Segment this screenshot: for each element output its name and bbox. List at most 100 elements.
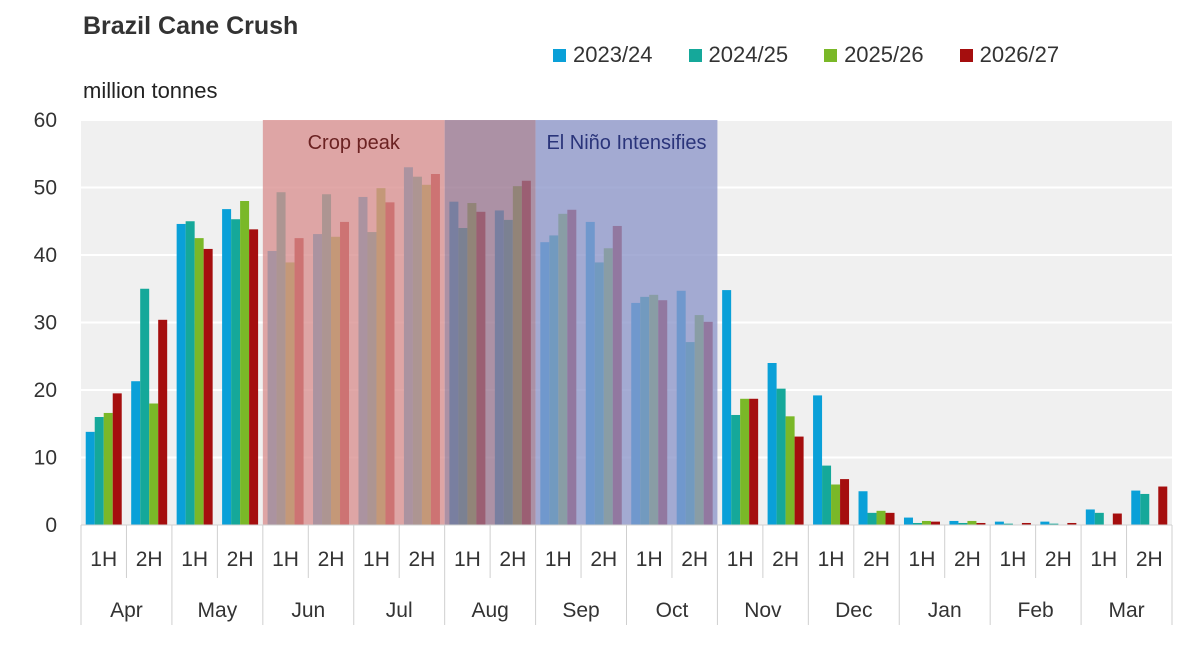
bar-2023-24-apr-2h: [131, 381, 141, 525]
y-tick-label: 20: [34, 379, 57, 402]
x-tick-label-half: 1H: [818, 548, 845, 571]
x-tick-label-half: 2H: [863, 548, 890, 571]
bar-2024-25-apr-2h: [140, 288, 150, 525]
x-tick-label-month: Nov: [744, 599, 782, 622]
x-tick-label-half: 2H: [499, 548, 526, 571]
legend-label: 2024/25: [708, 42, 789, 67]
x-tick-label-half: 1H: [727, 548, 754, 571]
bar-2026-27-jan-1h: [930, 521, 940, 525]
y-tick-label: 10: [34, 447, 57, 470]
x-tick-label-half: 1H: [636, 548, 663, 571]
bar-2024-25-dec-2h: [867, 512, 877, 525]
bar-2024-25-mar-2h: [1140, 493, 1150, 525]
x-tick-label-month: Aug: [471, 599, 508, 622]
x-tick-label-half: 1H: [1090, 548, 1117, 571]
legend-swatch: [824, 48, 838, 62]
bar-2023-24-dec-2h: [858, 491, 868, 525]
x-tick-label-month: Jan: [928, 599, 962, 622]
bar-2023-24-may-2h: [222, 209, 232, 525]
bar-2023-24-nov-1h: [722, 290, 732, 525]
bar-2025-26-nov-2h: [785, 416, 795, 525]
bar-2024-25-nov-2h: [776, 388, 786, 525]
bar-2024-25-may-1h: [185, 221, 195, 525]
bar-2025-26-apr-2h: [149, 403, 159, 525]
x-tick-label-half: 1H: [454, 548, 481, 571]
bar-2023-24-nov-2h: [767, 363, 777, 525]
bar-2023-24-jan-1h: [903, 517, 913, 525]
bar-2023-24-dec-1h: [813, 395, 823, 525]
bar-2026-27-dec-2h: [885, 512, 895, 525]
x-tick-label-half: 2H: [136, 548, 163, 571]
annotation-band-3: [535, 120, 718, 525]
x-tick-label-month: May: [198, 599, 238, 622]
x-tick-label-half: 1H: [272, 548, 299, 571]
legend-swatch: [553, 48, 566, 62]
bar-2026-27-apr-2h: [158, 319, 168, 525]
bar-2026-27-dec-1h: [840, 479, 850, 525]
bar-2025-26-nov-1h: [740, 398, 750, 525]
x-tick-label-half: 2H: [681, 548, 708, 571]
chart-title: Brazil Cane Crush: [83, 12, 299, 40]
x-tick-label-month: Jul: [386, 599, 413, 622]
bar-2025-26-dec-2h: [876, 510, 886, 525]
bar-2024-25-feb-1h: [1003, 523, 1013, 525]
bar-2023-24-mar-2h: [1131, 490, 1141, 525]
bar-2023-24-mar-1h: [1085, 509, 1095, 525]
x-tick-label-half: 1H: [181, 548, 208, 571]
bar-2026-27-apr-1h: [112, 393, 122, 525]
bar-2025-26-jan-1h: [921, 520, 931, 525]
x-tick-label-half: 2H: [227, 548, 254, 571]
bar-2025-26-may-1h: [194, 238, 204, 525]
bar-2026-27-nov-2h: [794, 436, 804, 525]
annotation-label: Crop peak: [308, 132, 401, 154]
bar-2024-25-jan-1h: [912, 522, 922, 525]
bar-2024-25-dec-1h: [822, 465, 832, 525]
bar-2024-25-may-2h: [231, 219, 241, 525]
annotation-band-2: [444, 120, 536, 525]
bar-2026-27-may-2h: [249, 229, 259, 525]
annotation-band-1: [262, 120, 445, 525]
bar-2023-24-feb-2h: [1040, 521, 1050, 525]
bar-2023-24-jan-2h: [949, 520, 959, 525]
x-tick-label-half: 2H: [409, 548, 436, 571]
bar-2023-24-feb-1h: [994, 521, 1004, 525]
x-tick-label-half: 1H: [999, 548, 1026, 571]
bar-2023-24-apr-1h: [85, 431, 95, 525]
y-tick-label: 30: [34, 312, 57, 335]
x-tick-label-month: Jun: [291, 599, 325, 622]
legend-label: 2025/26: [844, 42, 924, 67]
x-tick-label-half: 2H: [954, 548, 981, 571]
bar-2023-24-may-1h: [176, 223, 186, 525]
bar-2024-25-mar-1h: [1094, 512, 1104, 525]
bar-2026-27-feb-1h: [1021, 522, 1031, 525]
bar-2026-27-nov-1h: [749, 398, 759, 525]
x-tick-label-month: Dec: [835, 599, 872, 622]
x-tick-label-month: Apr: [110, 599, 143, 622]
x-tick-label-half: 1H: [545, 548, 572, 571]
bar-2025-26-dec-1h: [831, 484, 841, 525]
x-tick-label-half: 2H: [772, 548, 799, 571]
x-tick-label-half: 1H: [363, 548, 390, 571]
legend-swatch: [688, 48, 702, 62]
x-tick-label-half: 2H: [1045, 548, 1072, 571]
annotation-label: El Niño Intensifies: [546, 132, 706, 154]
bar-2025-26-jan-2h: [967, 520, 977, 525]
legend: 2023/24 2024/25 2025/26 2026/27: [553, 42, 1095, 68]
x-tick-label-half: 1H: [909, 548, 936, 571]
bar-2024-25-jan-2h: [958, 522, 968, 525]
bar-2025-26-may-2h: [240, 201, 250, 525]
bar-2024-25-apr-1h: [94, 417, 104, 525]
bar-2026-27-feb-2h: [1067, 522, 1077, 525]
legend-label: 2026/27: [979, 42, 1060, 67]
x-tick-label-month: Oct: [656, 599, 689, 622]
x-tick-label-half: 1H: [90, 548, 117, 571]
x-tick-label-half: 2H: [590, 548, 617, 571]
legend-swatch: [959, 48, 973, 62]
legend-item: 2026/27: [959, 42, 1060, 68]
legend-item: 2024/25: [688, 42, 789, 68]
x-tick-label-month: Feb: [1018, 599, 1054, 622]
bar-2026-27-mar-1h: [1112, 513, 1122, 525]
y-axis-unit-label: million tonnes: [83, 78, 218, 103]
